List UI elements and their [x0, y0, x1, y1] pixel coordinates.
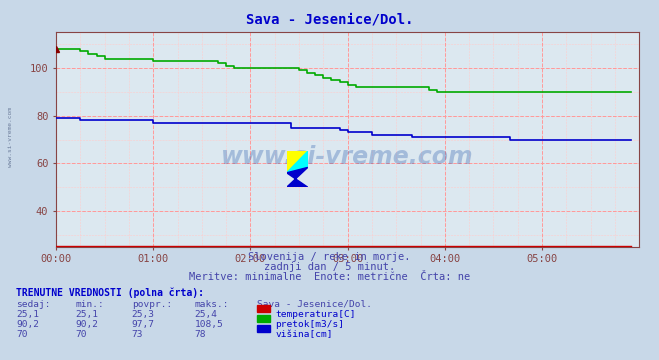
Text: 25,4: 25,4 — [194, 310, 217, 319]
Text: 25,3: 25,3 — [132, 310, 155, 319]
Text: Sava - Jesenice/Dol.: Sava - Jesenice/Dol. — [246, 13, 413, 27]
Text: višina[cm]: višina[cm] — [275, 330, 333, 339]
Text: 90,2: 90,2 — [76, 320, 99, 329]
Text: 97,7: 97,7 — [132, 320, 155, 329]
Text: 25,1: 25,1 — [16, 310, 40, 319]
Text: 78: 78 — [194, 330, 206, 339]
Text: 90,2: 90,2 — [16, 320, 40, 329]
Text: www.si-vreme.com: www.si-vreme.com — [221, 145, 474, 168]
Text: Slovenija / reke in morje.: Slovenija / reke in morje. — [248, 252, 411, 262]
Text: maks.:: maks.: — [194, 300, 229, 309]
Text: pretok[m3/s]: pretok[m3/s] — [275, 320, 345, 329]
Text: temperatura[C]: temperatura[C] — [275, 310, 356, 319]
Text: min.:: min.: — [76, 300, 105, 309]
Text: zadnji dan / 5 minut.: zadnji dan / 5 minut. — [264, 262, 395, 272]
Text: 25,1: 25,1 — [76, 310, 99, 319]
Text: sedaj:: sedaj: — [16, 300, 51, 309]
Text: 70: 70 — [76, 330, 87, 339]
Polygon shape — [287, 151, 308, 173]
Text: Meritve: minimalne  Enote: metrične  Črta: ne: Meritve: minimalne Enote: metrične Črta:… — [189, 272, 470, 282]
Text: 70: 70 — [16, 330, 28, 339]
Polygon shape — [287, 151, 308, 173]
Text: povpr.:: povpr.: — [132, 300, 172, 309]
Text: TRENUTNE VREDNOSTI (polna črta):: TRENUTNE VREDNOSTI (polna črta): — [16, 288, 204, 298]
Text: 108,5: 108,5 — [194, 320, 223, 329]
Text: 73: 73 — [132, 330, 143, 339]
Text: www.si-vreme.com: www.si-vreme.com — [8, 107, 13, 167]
Polygon shape — [287, 167, 308, 187]
Text: Sava - Jesenice/Dol.: Sava - Jesenice/Dol. — [257, 300, 372, 309]
